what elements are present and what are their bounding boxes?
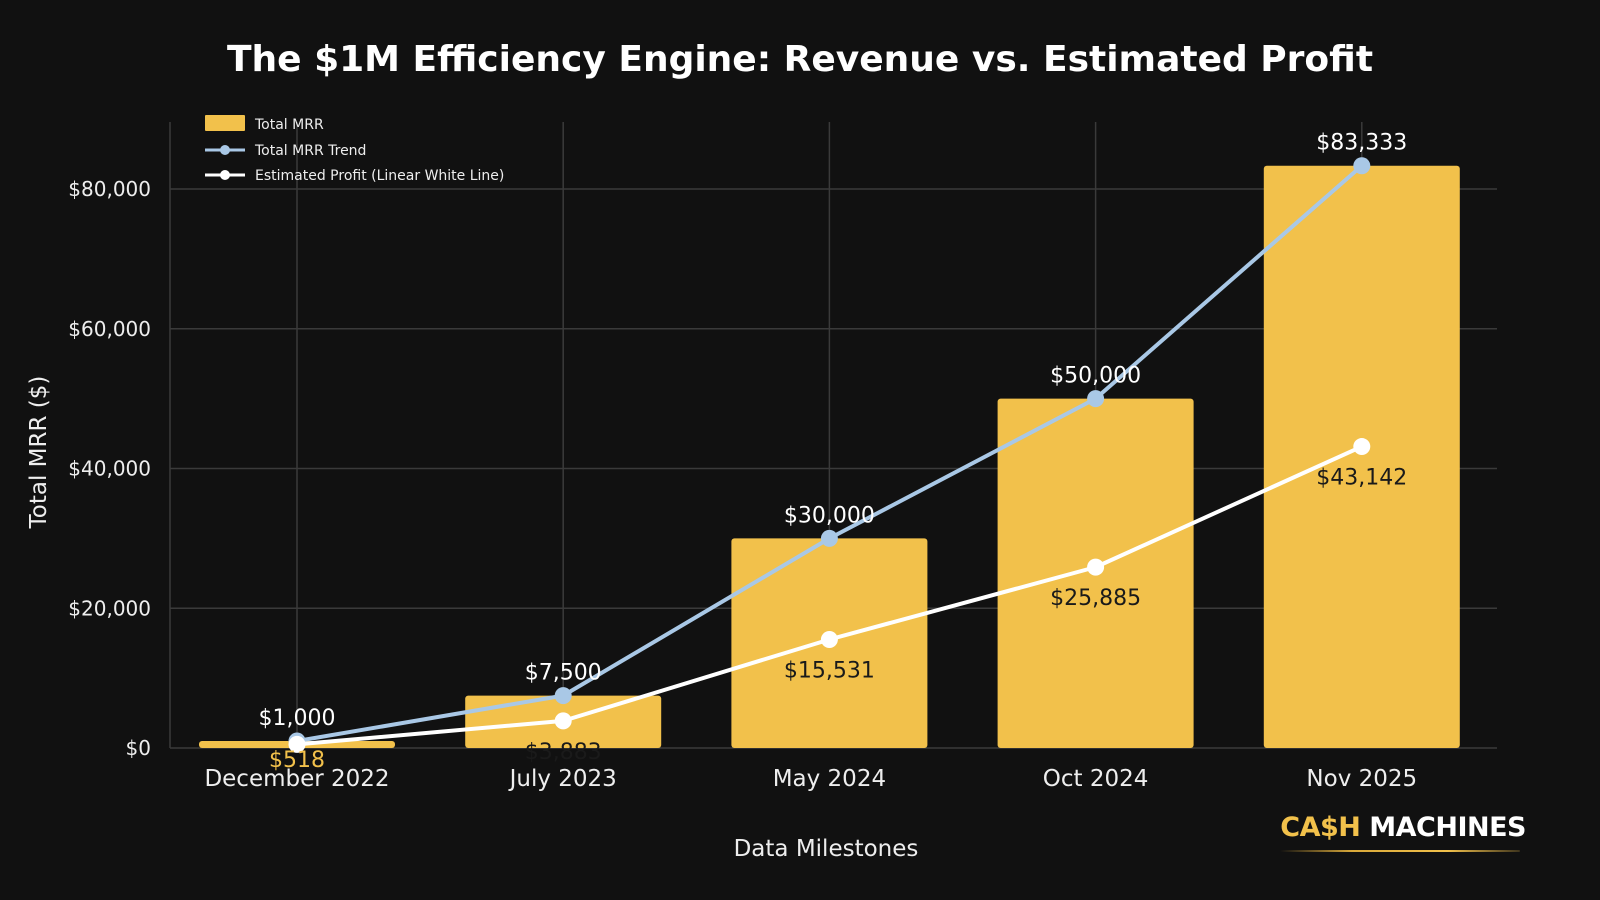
x-tick-label: July 2023 [508, 766, 617, 792]
x-tick-label: December 2022 [204, 766, 389, 792]
x-tick-label: Oct 2024 [1043, 766, 1149, 792]
x-axis-ticks: December 2022 July 2023 May 2024 Oct 2024 No… [204, 766, 1417, 792]
y-axis-ticks: $0 $20,000 $40,000 $60,000 $80,000 [68, 177, 151, 760]
legend-trend-marker-icon [220, 145, 230, 155]
legend-item-estimated-profit: Estimated Profit (Linear White Line) [255, 168, 504, 184]
brand-underline [1280, 850, 1520, 852]
legend: Total MRR Total MRR Trend Estimated Prof… [205, 115, 504, 184]
profit-line-point [554, 712, 572, 730]
x-axis-label: Data Milestones [734, 836, 919, 862]
legend-item-mrr-trend: Total MRR Trend [254, 143, 366, 159]
mrr-value-label: $7,500 [525, 661, 602, 686]
mrr-trend-line-point [1353, 157, 1371, 175]
x-tick-label: Nov 2025 [1306, 766, 1417, 792]
y-axis-label: Total MRR ($) [26, 376, 52, 530]
bar-5 [1263, 165, 1460, 748]
legend-profit-marker-icon [220, 170, 230, 180]
y-tick-label: $80,000 [68, 177, 151, 201]
brand-logo: CA$H MACHINES [1280, 812, 1526, 843]
legend-item-total-mrr: Total MRR [254, 117, 324, 133]
x-tick-label: May 2024 [773, 766, 886, 792]
profit-value-label: $43,142 [1316, 466, 1407, 491]
profit-value-label: $25,885 [1050, 586, 1141, 611]
profit-value-label: $15,531 [784, 658, 875, 683]
legend-bar-swatch-icon [205, 115, 245, 131]
mrr-value-label: $30,000 [784, 503, 875, 528]
y-tick-label: $60,000 [68, 317, 151, 341]
y-tick-label: $0 [126, 736, 151, 760]
profit-line-point [288, 735, 306, 753]
data-labels: $1,000 $7,500 $30,000 $50,000 $83,333 $518 $3,… [259, 131, 1408, 773]
y-tick-label: $40,000 [68, 457, 151, 481]
mrr-trend-line-point [820, 529, 838, 547]
brand-logo-part2: MACHINES [1369, 812, 1526, 843]
mrr-value-label: $1,000 [259, 706, 336, 731]
profit-value-label: $3,883 [525, 740, 602, 765]
profit-line-point [1353, 438, 1371, 456]
brand-logo-part1: CA$H [1280, 812, 1361, 843]
y-tick-label: $20,000 [68, 596, 151, 620]
profit-line-point [820, 630, 838, 648]
mrr-value-label: $50,000 [1050, 364, 1141, 389]
chart-title: The $1M Efficiency Engine: Revenue vs. E… [227, 39, 1373, 80]
mrr-value-label: $83,333 [1316, 131, 1407, 156]
lines [288, 157, 1371, 753]
profit-value-label: $518 [269, 748, 325, 773]
profit-line-point [1087, 558, 1105, 576]
mrr-trend-line-point [1087, 390, 1105, 408]
mrr-trend-line-point [554, 687, 572, 705]
